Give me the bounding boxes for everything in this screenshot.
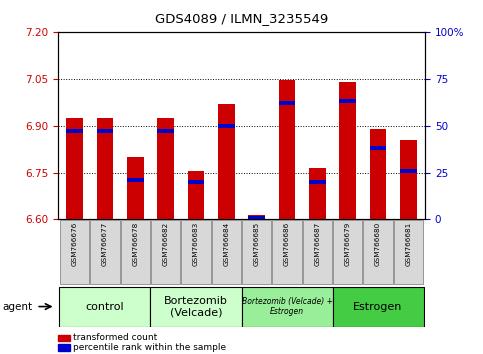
Text: Estrogen: Estrogen [354, 302, 403, 312]
Bar [369, 146, 386, 150]
FancyBboxPatch shape [59, 286, 151, 327]
Bar [188, 171, 204, 219]
FancyBboxPatch shape [90, 220, 120, 284]
Text: GSM766680: GSM766680 [375, 222, 381, 266]
FancyBboxPatch shape [242, 286, 332, 327]
Bar [279, 80, 295, 219]
Bar [66, 118, 83, 219]
FancyBboxPatch shape [332, 286, 424, 327]
Bar [188, 180, 204, 184]
FancyBboxPatch shape [212, 220, 241, 284]
FancyBboxPatch shape [272, 220, 301, 284]
Bar [369, 129, 386, 219]
Bar [127, 157, 143, 219]
Text: Bortezomib (Velcade) +
Estrogen: Bortezomib (Velcade) + Estrogen [242, 297, 332, 316]
Text: Bortezomib
(Velcade): Bortezomib (Velcade) [164, 296, 228, 318]
Bar [157, 129, 174, 133]
Text: GSM766682: GSM766682 [163, 222, 169, 266]
FancyBboxPatch shape [151, 220, 180, 284]
Text: GSM766677: GSM766677 [102, 222, 108, 266]
Text: GSM766685: GSM766685 [254, 222, 260, 266]
Bar [97, 129, 114, 133]
Bar [279, 101, 295, 105]
Bar [218, 124, 235, 128]
Bar [248, 216, 265, 220]
Text: GSM766683: GSM766683 [193, 222, 199, 266]
FancyBboxPatch shape [242, 220, 271, 284]
Text: agent: agent [2, 302, 32, 312]
Bar [400, 169, 417, 173]
Bar [66, 129, 83, 133]
FancyBboxPatch shape [182, 220, 211, 284]
Text: percentile rank within the sample: percentile rank within the sample [73, 343, 227, 352]
Bar [400, 140, 417, 219]
Bar [248, 215, 265, 219]
FancyBboxPatch shape [121, 220, 150, 284]
Bar [157, 118, 174, 219]
Bar [127, 178, 143, 182]
Text: GSM766676: GSM766676 [71, 222, 78, 266]
FancyBboxPatch shape [60, 220, 89, 284]
Text: GSM766678: GSM766678 [132, 222, 138, 266]
FancyBboxPatch shape [151, 286, 242, 327]
Bar [340, 82, 356, 219]
Text: GDS4089 / ILMN_3235549: GDS4089 / ILMN_3235549 [155, 12, 328, 25]
Text: GSM766679: GSM766679 [345, 222, 351, 266]
Text: transformed count: transformed count [73, 333, 157, 342]
Text: GSM766681: GSM766681 [405, 222, 412, 266]
FancyBboxPatch shape [333, 220, 362, 284]
FancyBboxPatch shape [394, 220, 423, 284]
FancyBboxPatch shape [303, 220, 332, 284]
Text: GSM766684: GSM766684 [223, 222, 229, 266]
Bar [218, 104, 235, 219]
Bar [309, 168, 326, 219]
Bar [97, 118, 114, 219]
Text: control: control [85, 302, 124, 312]
Bar [309, 180, 326, 184]
Text: GSM766686: GSM766686 [284, 222, 290, 266]
FancyBboxPatch shape [363, 220, 393, 284]
Bar [340, 99, 356, 103]
Text: GSM766687: GSM766687 [314, 222, 320, 266]
